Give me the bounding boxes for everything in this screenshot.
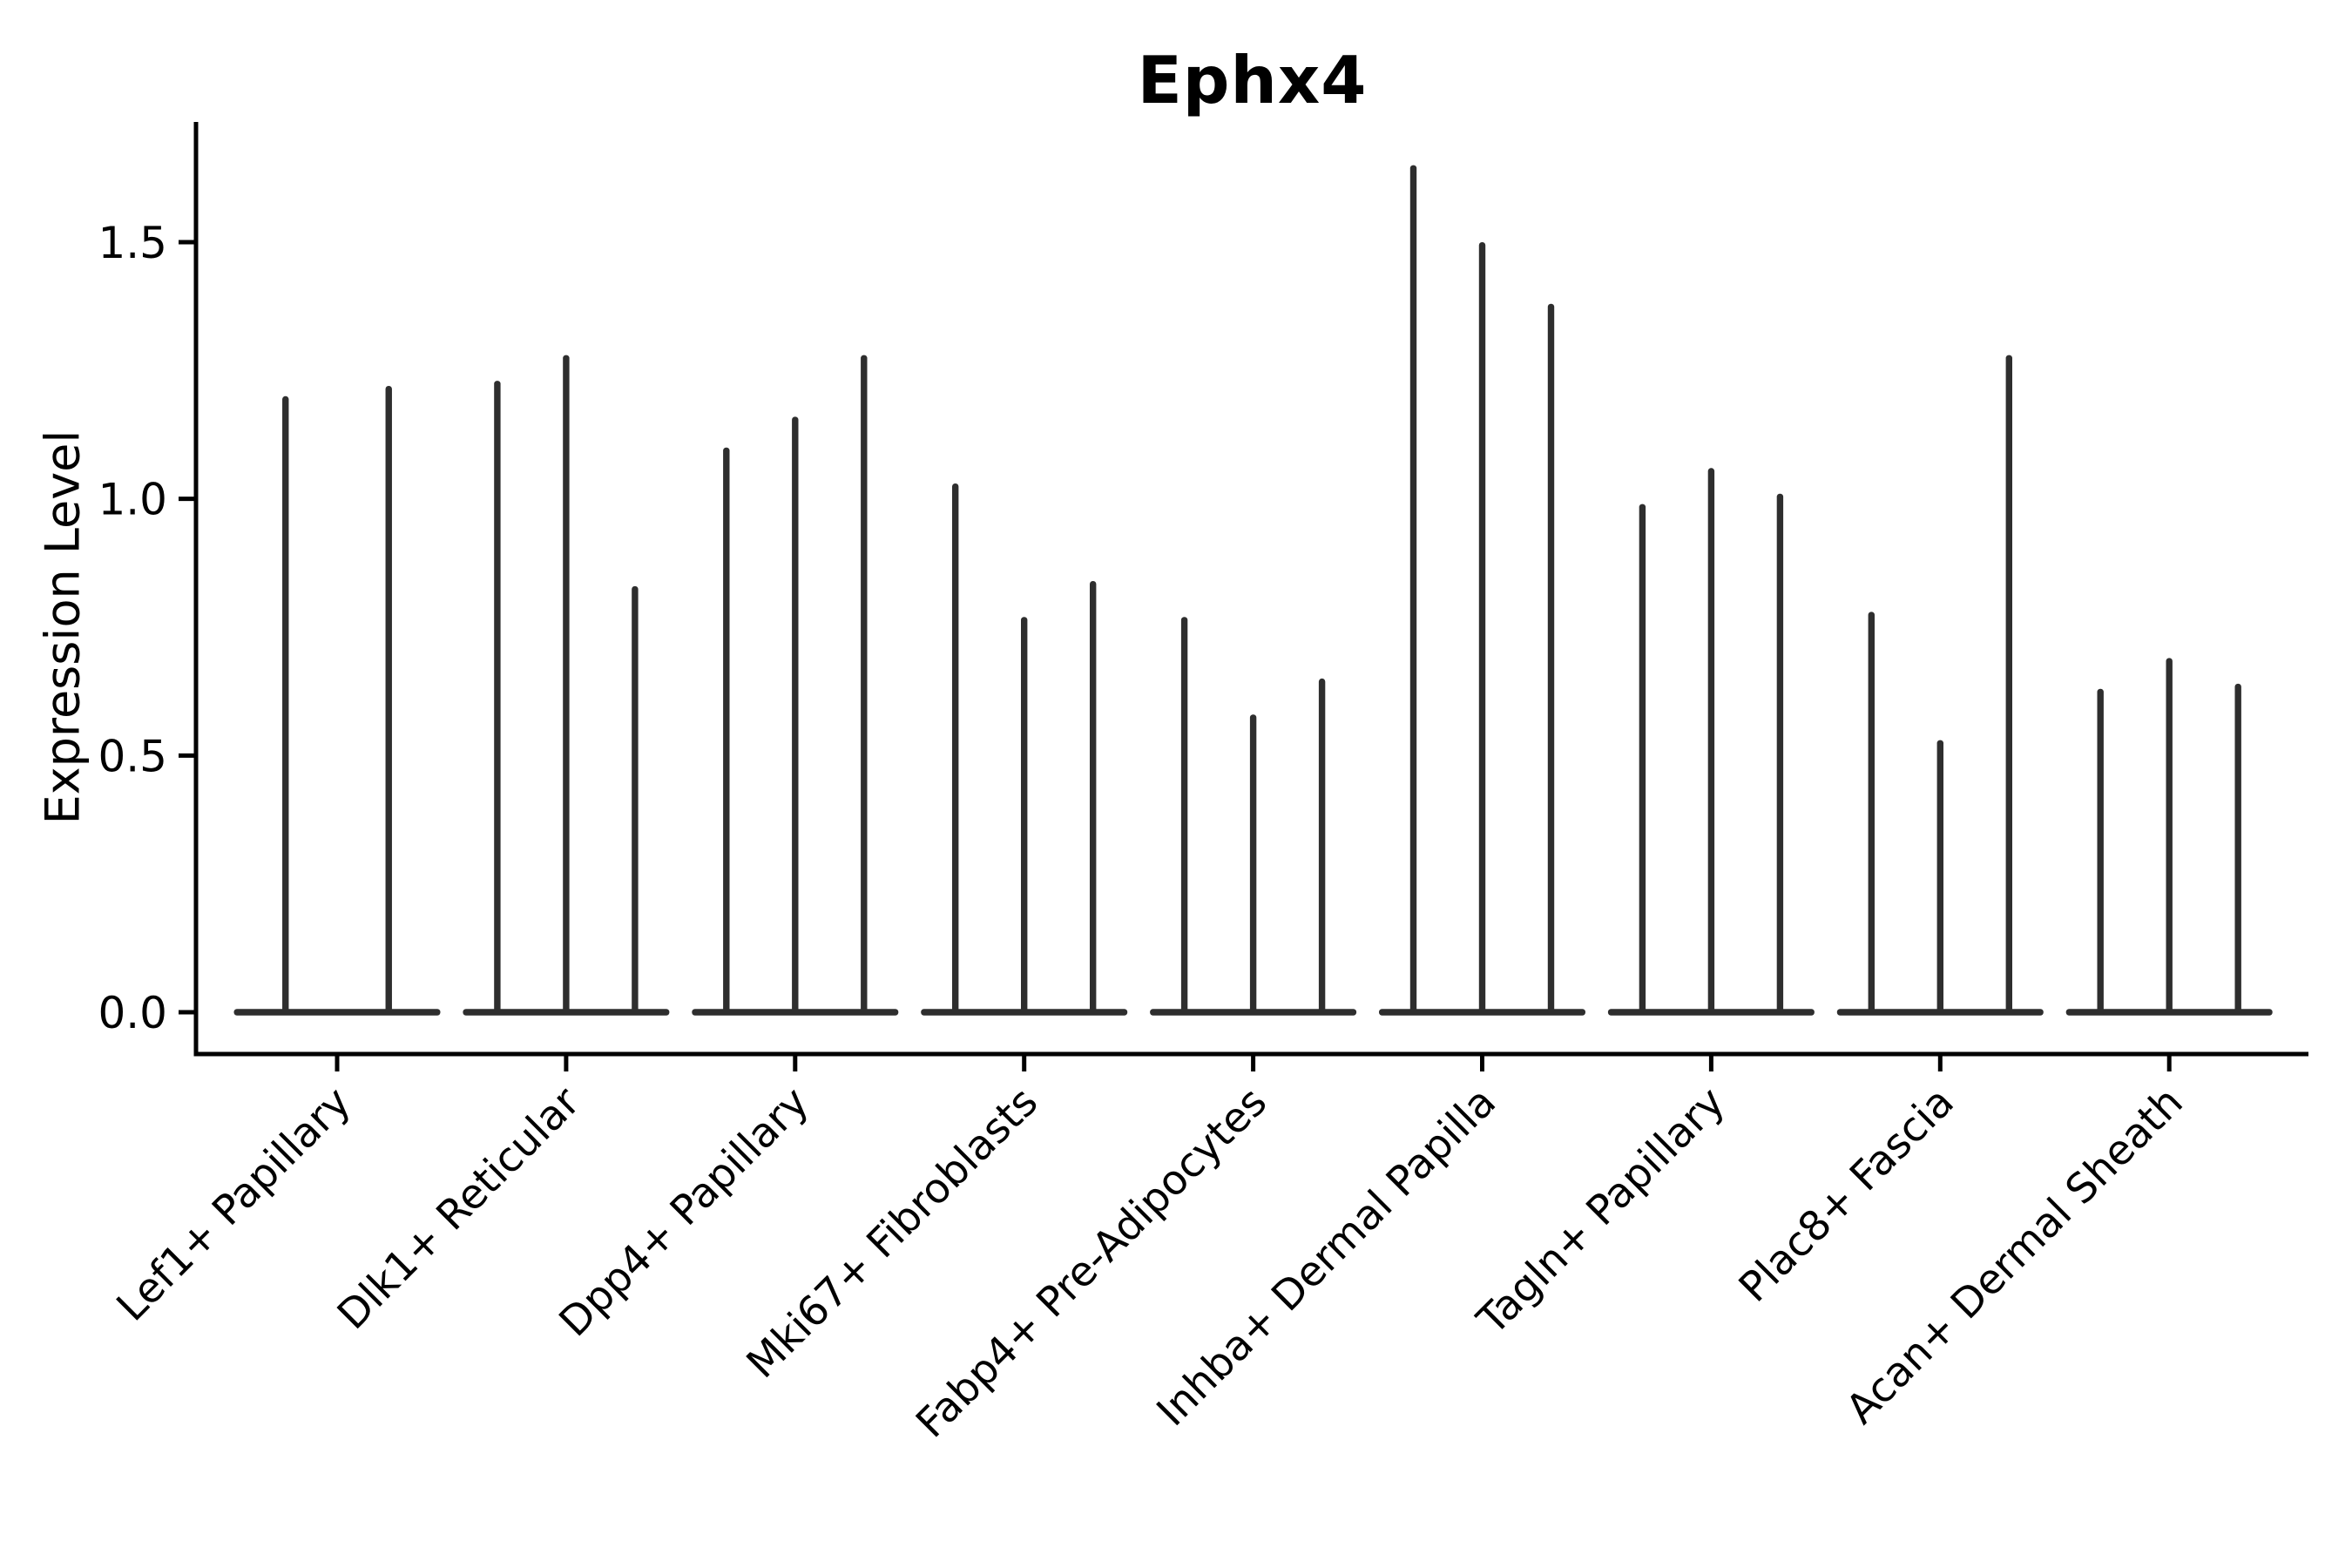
violin-spike	[1180, 617, 1188, 1015]
violin-spike	[952, 483, 959, 1015]
violin-spike	[861, 355, 868, 1015]
chart-title: Ephx4	[1137, 42, 1368, 118]
y-tick-label: 0.5	[98, 731, 167, 781]
violin-spike	[282, 395, 289, 1016]
violin-spike	[1639, 504, 1646, 1015]
violin-spike	[1409, 165, 1417, 1016]
violin-spike	[632, 585, 639, 1015]
violin-spike	[1318, 678, 1326, 1015]
violin-spike	[563, 355, 570, 1015]
violin-spike	[723, 447, 730, 1015]
violin-spike	[1776, 493, 1784, 1015]
violin-spike	[1021, 617, 1028, 1015]
violin-spike	[792, 416, 799, 1015]
violin-spike	[2234, 683, 2241, 1015]
violin-spike	[1249, 714, 1257, 1015]
x-tick-label: Plac8+ Fascia	[1730, 1078, 1963, 1312]
violin-spike	[1936, 740, 1943, 1015]
x-tick-label: Dpp4+ Papillary	[551, 1078, 819, 1347]
violin-spike	[494, 381, 501, 1015]
violin-spike	[1478, 242, 1486, 1015]
y-tick-label: 1.0	[98, 475, 167, 525]
violin-spike	[1547, 303, 1555, 1015]
y-tick-label: 1.5	[98, 218, 167, 268]
x-tick-label: Dlk1+ Reticular	[328, 1078, 590, 1339]
violin-spike	[1868, 612, 1875, 1015]
violin-spike	[2005, 355, 2012, 1015]
y-tick-label: 0.0	[98, 988, 167, 1038]
violin-spike	[2166, 658, 2173, 1015]
violin-spike	[2097, 688, 2104, 1015]
violin-spike	[1707, 468, 1715, 1015]
x-tick-label: Tagln+ Papillary	[1468, 1078, 1734, 1345]
violin-spike	[385, 386, 392, 1015]
violin-base	[233, 1009, 441, 1016]
violin-spike	[1090, 580, 1097, 1015]
x-tick-label: Lef1+ Papillary	[108, 1078, 361, 1331]
